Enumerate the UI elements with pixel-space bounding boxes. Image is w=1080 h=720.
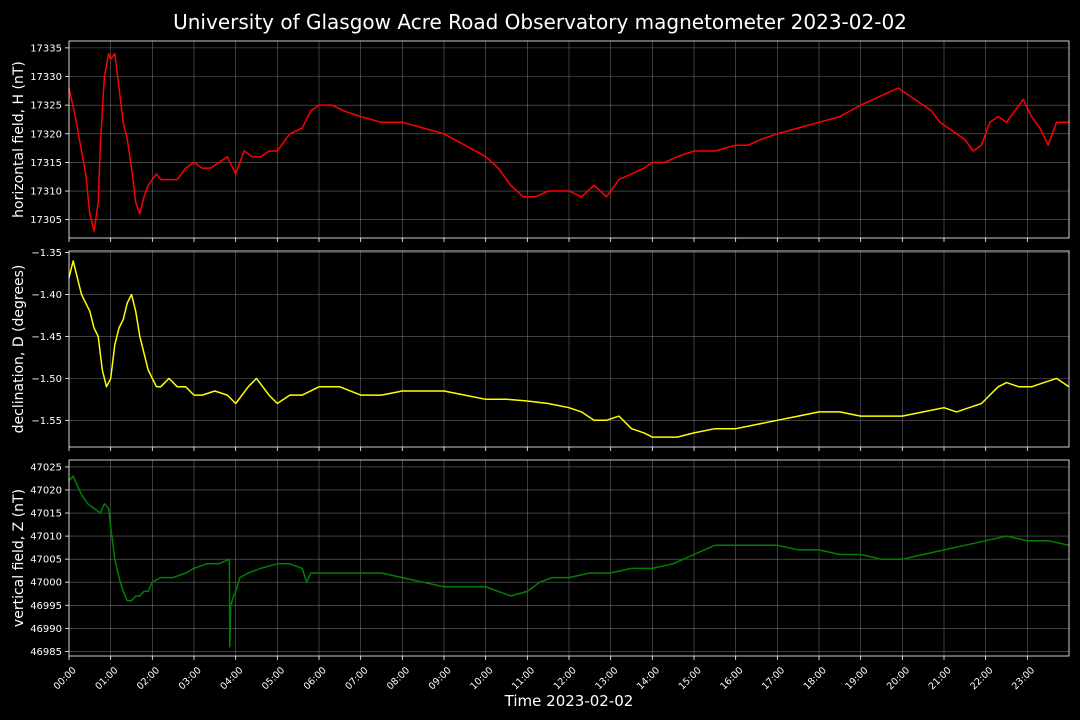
x-tick-label: 08:00 [385,665,412,692]
y-tick-label: −1.45 [31,332,62,343]
y-tick-label: −1.55 [31,416,62,427]
x-tick-label: 06:00 [302,665,329,692]
x-tick-label: 19:00 [843,665,870,692]
x-tick-label: 12:00 [552,665,579,692]
series-line-2 [68,260,1070,438]
y-axis-label: vertical field, Z (nT) [11,489,27,627]
y-axis-label: horizontal field, H (nT) [11,61,27,218]
y-tick-label: 47010 [30,532,62,543]
x-tick-label: 21:00 [927,665,954,692]
y-tick-label: 17320 [30,129,62,140]
y-tick-label: 47015 [30,509,62,520]
x-tick-label: 11:00 [510,665,537,692]
x-tick-label: 01:00 [93,665,120,692]
x-tick-label: 03:00 [177,665,204,692]
x-tick-label: 14:00 [635,665,662,692]
x-tick-label: 10:00 [468,665,495,692]
x-tick-label: 02:00 [135,665,162,692]
panel-frame [68,250,1070,448]
y-axis-label: declination, D (degrees) [11,265,27,434]
y-tick-label: 17305 [30,215,62,226]
x-tick-label: 17:00 [760,665,787,692]
panels: 17305 17310 17315 17320 17325 17330 17335horiz… [11,40,1070,710]
y-tick-label: 47025 [30,462,62,473]
panel-1: 17305 17310 17315 17320 17325 17330 17335horiz… [11,40,1070,242]
x-tick-label: 15:00 [677,665,704,692]
panel-frame [68,40,1070,239]
x-tick-label: 00:00 [52,665,79,692]
y-tick-label: 47020 [30,485,62,496]
y-tick-label: 17310 [30,187,62,198]
chart-title: University of Glasgow Acre Road Observat… [173,10,907,34]
panel-2: −1.55 −1.50 −1.45 −1.40 −1.35 declination, D … [11,248,1070,451]
y-tick-label: 47000 [30,578,62,589]
y-tick-label: 46995 [30,601,62,612]
series-line-3 [68,475,1070,648]
x-tick-label: 22:00 [968,665,995,692]
y-tick-label: 46990 [30,624,62,635]
x-tick-label: 04:00 [218,665,245,692]
x-tick-label: 09:00 [427,665,454,692]
x-tick-label: 23:00 [1010,665,1037,692]
y-tick-label: −1.50 [31,374,62,385]
x-tick-label: 18:00 [802,665,829,692]
x-tick-label: 05:00 [260,665,287,692]
y-tick-label: 46985 [30,647,62,658]
y-tick-label: 17315 [30,158,62,169]
y-tick-label: 17330 [30,72,62,83]
x-tick-label: 16:00 [718,665,745,692]
panel-3: 46985 46990 46995 47000 47005 47010 47015 47020… [11,459,1070,710]
series-line-1 [68,52,1069,232]
panel-frame [68,459,1070,657]
y-tick-label: −1.40 [31,290,62,301]
x-tick-label: 13:00 [593,665,620,692]
x-tick-label: 07:00 [343,665,370,692]
x-tick-label: 20:00 [885,665,912,692]
y-tick-label: 17325 [30,101,62,112]
y-tick-label: −1.35 [31,248,62,259]
x-axis-label: Time 2023-02-02 [504,692,634,710]
y-tick-label: 17335 [30,43,62,54]
y-tick-label: 47005 [30,555,62,566]
